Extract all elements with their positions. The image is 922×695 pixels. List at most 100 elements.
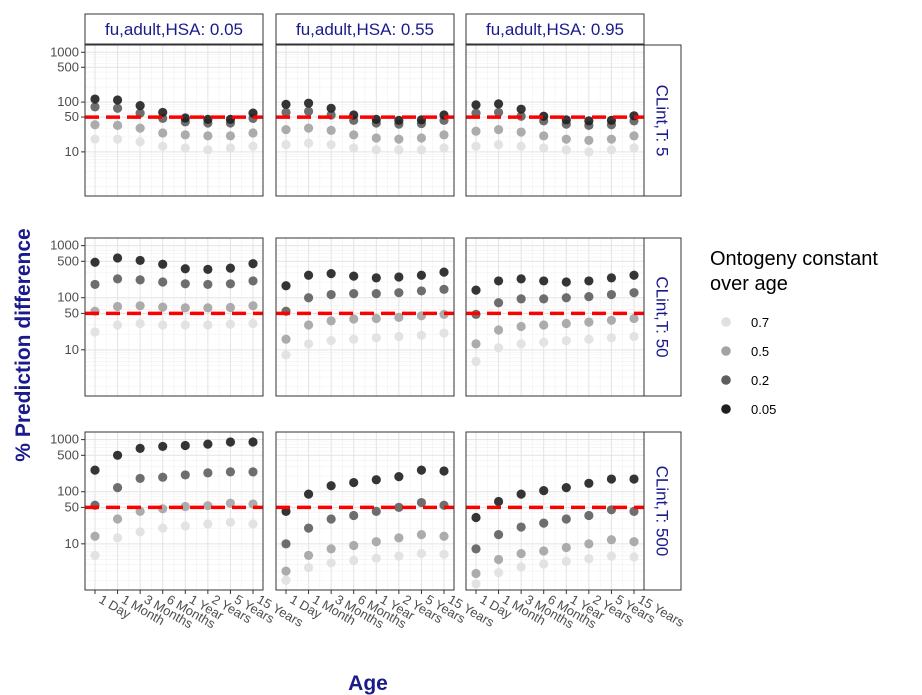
data-point [539, 559, 549, 569]
data-point [471, 285, 481, 295]
data-point [112, 120, 123, 131]
data-point [303, 98, 314, 108]
data-point [584, 292, 594, 302]
data-point [439, 328, 449, 338]
data-point [439, 531, 449, 541]
data-point [281, 539, 291, 549]
data-point [112, 253, 123, 263]
facet-panel [84, 44, 264, 197]
data-point [561, 514, 571, 524]
row-strip: CLint,T: 500 [643, 431, 682, 591]
data-point [349, 555, 359, 566]
data-point [394, 331, 404, 342]
data-point [225, 302, 236, 313]
data-point [248, 128, 258, 138]
data-point [135, 275, 145, 285]
data-point [158, 472, 168, 482]
data-point [248, 259, 258, 269]
data-point [112, 482, 123, 493]
data-point [203, 519, 213, 529]
data-point [135, 318, 145, 329]
data-point [349, 130, 359, 140]
data-point [349, 271, 359, 281]
data-point [516, 321, 526, 332]
data-point [158, 141, 168, 151]
data-point [135, 527, 145, 537]
data-point [493, 496, 504, 507]
data-point [349, 288, 359, 299]
data-point [493, 99, 504, 109]
data-point [561, 277, 571, 287]
data-point [416, 548, 427, 559]
data-point [606, 535, 617, 545]
y-tick-label: 500 [57, 253, 79, 268]
data-point [416, 497, 427, 508]
facet-panel [465, 431, 645, 591]
data-point [158, 302, 168, 312]
data-point [471, 339, 481, 349]
data-point [493, 276, 504, 286]
column-strip-box [275, 13, 455, 45]
data-point [493, 530, 504, 540]
data-point [281, 139, 291, 150]
y-tick-label: 10 [65, 144, 79, 159]
data-point [584, 478, 594, 488]
panel-border [84, 431, 264, 591]
data-point [281, 125, 291, 135]
panel-border [465, 431, 645, 591]
y-tick-label: 500 [57, 447, 79, 462]
data-point [394, 502, 404, 513]
row-strip-label: CLint,T: 500 [653, 466, 672, 557]
data-point [248, 437, 258, 447]
panel-border [465, 44, 645, 197]
data-point [606, 333, 617, 343]
data-point [493, 568, 504, 578]
data-point [371, 133, 381, 143]
data-point [349, 540, 359, 551]
data-point [225, 517, 236, 527]
data-point [158, 259, 168, 269]
data-point [439, 130, 449, 140]
y-tick-label: 100 [57, 94, 79, 109]
data-point [90, 94, 100, 104]
data-point [371, 475, 381, 485]
data-point [584, 147, 594, 157]
data-point [394, 145, 404, 155]
data-point [394, 472, 404, 482]
data-point [561, 482, 571, 493]
data-point [584, 554, 594, 564]
data-point [112, 103, 123, 113]
data-point [629, 474, 639, 484]
data-point [584, 334, 594, 344]
data-point [248, 141, 258, 151]
data-point [112, 320, 123, 330]
data-point [90, 550, 100, 560]
data-point [629, 537, 639, 547]
panel-border [465, 237, 645, 397]
facet-panel [465, 237, 645, 397]
data-point [561, 145, 571, 155]
data-point [349, 510, 359, 521]
data-point [135, 123, 145, 133]
data-point [303, 138, 314, 148]
row-strip-label: CLint,T: 5 [653, 85, 672, 157]
data-point [516, 489, 526, 499]
column-strip: fu,adult,HSA: 0.95 [465, 13, 645, 45]
y-tick-label: 50 [65, 499, 79, 514]
data-point [180, 521, 190, 531]
data-point [180, 303, 190, 313]
column-strip-box [84, 13, 264, 45]
data-point [225, 437, 236, 447]
facet-panel [84, 237, 264, 397]
data-point [371, 313, 381, 324]
data-point [326, 269, 336, 279]
data-point [371, 273, 381, 283]
data-point [606, 273, 617, 283]
data-point [394, 134, 404, 144]
legend-title: Ontogeny constant [710, 248, 878, 270]
data-point [516, 548, 526, 559]
data-point [539, 143, 549, 153]
y-tick-label: 10 [65, 342, 79, 357]
data-point [303, 550, 314, 560]
